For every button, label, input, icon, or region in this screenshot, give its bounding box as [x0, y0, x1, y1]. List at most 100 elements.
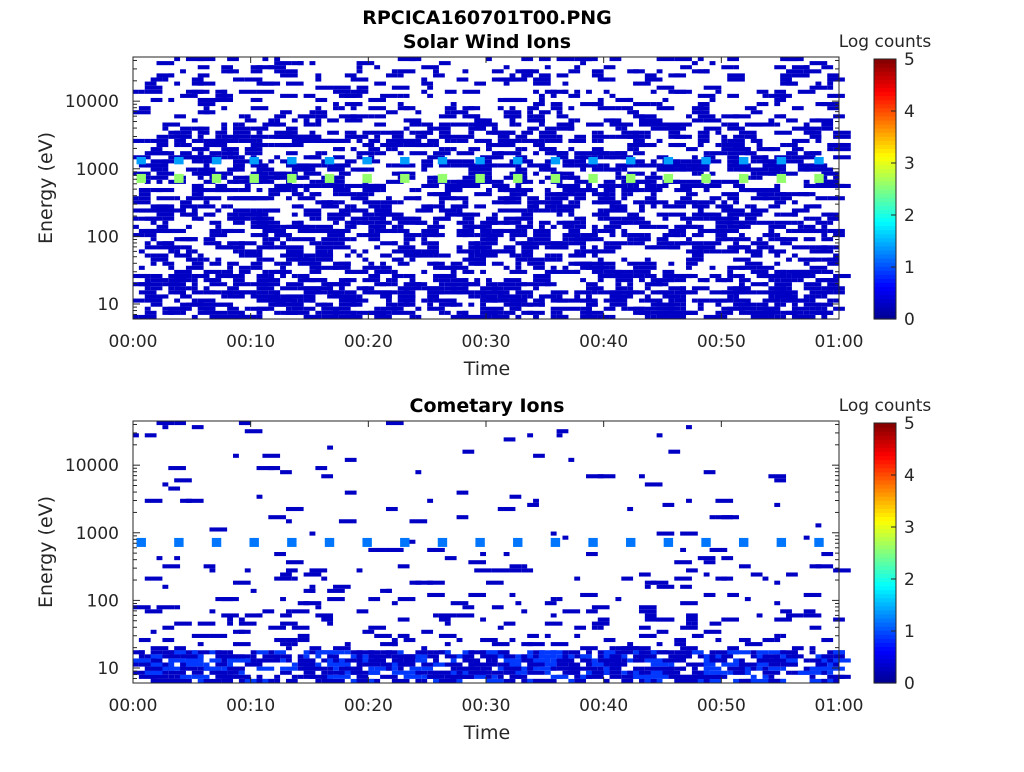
heatmap-cell [509, 73, 516, 78]
heatmap-cell [491, 658, 498, 663]
heatmap-cell [233, 654, 251, 659]
heatmap-cell [786, 142, 792, 148]
heatmap-cell [362, 200, 381, 205]
heatmap-cell [350, 670, 363, 675]
heatmap-cell [403, 241, 410, 246]
heatmap-cell [686, 617, 698, 622]
heatmap-cell [568, 678, 575, 683]
heatmap-cell [362, 130, 381, 135]
heatmap-cell [403, 138, 416, 143]
heatmap-cell [433, 294, 439, 299]
heatmap-cell [633, 290, 645, 295]
x-tick-label: 00:20 [344, 696, 393, 716]
heatmap-cell [662, 216, 669, 221]
heatmap-cell [291, 224, 310, 229]
colorbar-swatch [874, 634, 896, 639]
heatmap-cell [144, 286, 151, 291]
heatmap-cell [227, 294, 239, 299]
heatmap-cell [385, 302, 398, 307]
heatmap-cell [150, 163, 169, 168]
heatmap-cell [827, 286, 839, 291]
heatmap-cell [291, 576, 298, 581]
heatmap-cell [727, 93, 739, 98]
heatmap-cell [162, 482, 169, 487]
peak-cell [626, 173, 636, 183]
heatmap-cell [615, 208, 628, 213]
heatmap-cell [515, 224, 534, 229]
heatmap-cell [227, 662, 234, 667]
heatmap-cell [603, 637, 616, 643]
heatmap-cell [638, 237, 651, 242]
heatmap-cell [456, 670, 469, 675]
heatmap-cell [715, 130, 722, 135]
heatmap-cell [827, 81, 834, 86]
heatmap-cell [391, 282, 398, 287]
heatmap-cell [427, 498, 434, 503]
heatmap-cell [156, 208, 175, 213]
heatmap-cell [221, 294, 228, 299]
heatmap-cell [727, 138, 745, 143]
heatmap-cell [662, 650, 675, 655]
heatmap-cell [344, 642, 351, 647]
heatmap-cell [556, 433, 563, 438]
heatmap-cell [609, 674, 622, 679]
heatmap-cell [762, 298, 781, 303]
heatmap-cell [709, 179, 722, 184]
heatmap-cell [191, 77, 204, 82]
heatmap-cell [156, 224, 169, 229]
heatmap-cell [221, 155, 228, 160]
colorbar-swatch [874, 136, 896, 141]
heatmap-cell [833, 175, 839, 180]
heatmap-cell [750, 208, 769, 213]
heatmap-cell [203, 662, 210, 667]
heatmap-cell [327, 253, 334, 258]
colorbar-swatch [874, 180, 896, 186]
peak-cell [701, 156, 711, 165]
heatmap-cell [309, 278, 328, 283]
heatmap-cell [327, 179, 345, 184]
heatmap-cell [397, 294, 416, 299]
heatmap-cell [474, 253, 486, 258]
heatmap-cell [644, 134, 651, 139]
heatmap-cell [433, 298, 451, 303]
heatmap-cell [721, 278, 728, 283]
heatmap-cell [433, 261, 445, 266]
heatmap-cell [185, 286, 192, 291]
heatmap-cell [715, 204, 734, 209]
colorbar-swatch [874, 172, 896, 178]
heatmap-cell [744, 286, 751, 291]
heatmap-cell [721, 310, 734, 315]
heatmap-cell [421, 77, 428, 82]
heatmap-cell [591, 265, 610, 270]
heatmap-cell [544, 188, 551, 193]
heatmap-cell [827, 179, 834, 184]
heatmap-cell [285, 245, 304, 250]
colorbar-swatch [874, 176, 896, 182]
heatmap-cell [450, 666, 457, 671]
heatmap-cell [427, 286, 434, 291]
colorbar-swatch [874, 237, 896, 243]
heatmap-cell [691, 253, 704, 258]
heatmap-cell [444, 212, 463, 217]
heatmap-cell [756, 142, 763, 148]
heatmap-cell [421, 233, 439, 238]
heatmap-cell [556, 212, 563, 217]
heatmap-cell [580, 57, 592, 62]
y-tick-label: 1000 [76, 160, 119, 180]
heatmap-cell [786, 613, 804, 618]
heatmap-cell [515, 216, 534, 221]
heatmap-cell [797, 220, 804, 225]
heatmap-cell [809, 646, 816, 651]
heatmap-cell [280, 670, 292, 675]
heatmap-cell [550, 102, 563, 107]
heatmap-cell [644, 294, 651, 299]
heatmap-cell [774, 114, 787, 119]
heatmap-cell [227, 216, 239, 221]
heatmap-cell [627, 212, 639, 217]
heatmap-cell [533, 453, 545, 458]
heatmap-cell [227, 314, 245, 319]
heatmap-cell [774, 200, 787, 205]
heatmap-cell [603, 249, 610, 254]
heatmap-cell [797, 670, 816, 675]
heatmap-cell [580, 220, 587, 225]
